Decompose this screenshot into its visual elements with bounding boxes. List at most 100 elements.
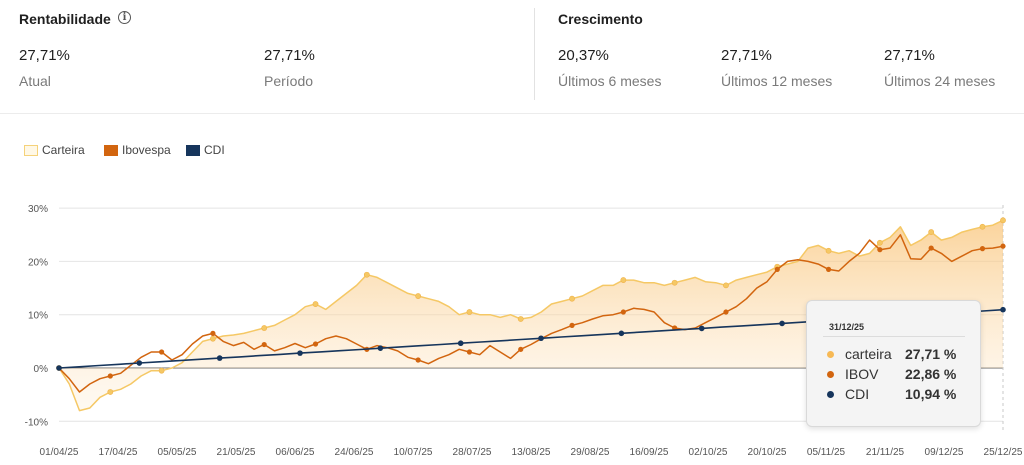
- x-tick-label: 21/05/25: [217, 447, 256, 458]
- data-point-carteira[interactable]: [928, 229, 935, 235]
- x-tick-label: 13/08/25: [512, 447, 551, 458]
- growth-24m-value: 27,71%: [884, 47, 935, 64]
- data-point-carteira[interactable]: [671, 279, 678, 286]
- tooltip-value-cdi: 10,94 %: [905, 386, 957, 402]
- data-point-cdi[interactable]: [779, 320, 785, 327]
- tooltip-dot-ibov: [827, 371, 834, 378]
- y-tick-label: 30%: [28, 204, 48, 215]
- data-point-carteira[interactable]: [210, 335, 216, 342]
- tooltip-name-carteira: carteira: [845, 346, 892, 362]
- data-point-ibovespa[interactable]: [620, 309, 626, 315]
- data-point-cdi[interactable]: [698, 325, 705, 332]
- data-point-ibovespa[interactable]: [466, 349, 473, 355]
- x-tick-label: 21/11/25: [866, 447, 905, 458]
- y-tick-label: 0%: [34, 364, 49, 375]
- data-point-carteira[interactable]: [825, 247, 832, 254]
- data-point-carteira[interactable]: [979, 223, 986, 230]
- data-point-carteira[interactable]: [723, 282, 729, 289]
- growth-6m-label: Últimos 6 meses: [558, 73, 662, 89]
- card-divider: [0, 113, 1024, 114]
- x-tick-label: 09/12/25: [925, 447, 964, 458]
- growth-24m-label: Últimos 24 meses: [884, 73, 996, 89]
- atual-value: 27,71%: [19, 47, 70, 64]
- data-point-ibovespa[interactable]: [261, 341, 267, 348]
- data-point-ibovespa[interactable]: [210, 330, 216, 336]
- data-point-ibovespa[interactable]: [569, 322, 575, 328]
- data-point-carteira[interactable]: [107, 389, 114, 395]
- data-point-ibovespa[interactable]: [877, 247, 883, 253]
- x-tick-label: 29/08/25: [571, 447, 610, 458]
- x-tick-label: 25/12/25: [984, 447, 1023, 458]
- chart-tooltip: 31/12/25 carteira 27,71 % IBOV 22,86 % C…: [806, 300, 981, 427]
- data-point-ibovespa[interactable]: [518, 346, 524, 352]
- tooltip-name-ibov: IBOV: [845, 366, 879, 382]
- data-point-ibovespa[interactable]: [159, 349, 165, 355]
- x-tick-label: 28/07/25: [453, 447, 492, 458]
- legend-label-cdi: CDI: [204, 143, 225, 157]
- data-point-ibovespa[interactable]: [825, 266, 832, 272]
- data-point-ibovespa[interactable]: [928, 245, 934, 251]
- data-point-carteira[interactable]: [1000, 217, 1006, 224]
- tooltip-name-cdi: CDI: [845, 386, 870, 402]
- atual-label: Atual: [19, 73, 51, 89]
- data-point-ibovespa[interactable]: [774, 266, 780, 272]
- data-point-ibovespa[interactable]: [1000, 243, 1006, 249]
- legend-label-carteira: Carteira: [42, 143, 85, 157]
- data-point-cdi[interactable]: [1000, 306, 1006, 313]
- data-point-ibovespa[interactable]: [312, 341, 319, 347]
- tooltip-dot-carteira: [827, 351, 834, 358]
- series-line-carteira: [58, 219, 1004, 412]
- growth-12m-label: Últimos 12 meses: [721, 73, 833, 89]
- y-tick-label: 20%: [28, 257, 48, 268]
- data-point-cdi[interactable]: [538, 335, 544, 342]
- data-point-carteira[interactable]: [876, 239, 883, 246]
- x-tick-label: 20/10/25: [748, 447, 787, 458]
- legend-swatch-ibovespa: [104, 145, 118, 156]
- x-tick-label: 24/06/25: [335, 447, 374, 458]
- tooltip-date: 31/12/25: [829, 322, 865, 332]
- tooltip-value-carteira: 27,71 %: [905, 346, 957, 362]
- series-line-ibovespa: [58, 234, 1004, 393]
- data-point-carteira[interactable]: [261, 325, 268, 331]
- periodo-value: 27,71%: [264, 47, 315, 64]
- data-point-cdi[interactable]: [618, 330, 625, 337]
- section-divider: [534, 8, 535, 100]
- y-tick-label: -10%: [25, 417, 48, 428]
- x-tick-label: 16/09/25: [630, 447, 669, 458]
- rentabilidade-title: Rentabilidade: [19, 11, 111, 27]
- data-point-ibovespa[interactable]: [415, 357, 421, 363]
- stats-panel: Rentabilidade i 27,71% Atual 27,71% Perí…: [0, 0, 1024, 112]
- data-point-carteira[interactable]: [517, 316, 524, 322]
- data-point-carteira[interactable]: [620, 277, 627, 283]
- data-point-cdi[interactable]: [457, 340, 464, 347]
- data-point-carteira[interactable]: [415, 293, 422, 299]
- data-point-carteira[interactable]: [158, 367, 165, 374]
- legend-label-ibovespa: Ibovespa: [122, 143, 171, 157]
- data-point-cdi[interactable]: [216, 355, 223, 361]
- data-point-cdi[interactable]: [136, 360, 143, 366]
- data-point-carteira[interactable]: [466, 309, 473, 315]
- data-point-carteira[interactable]: [363, 271, 370, 278]
- series-area-carteira: [59, 220, 1003, 411]
- x-tick-label: 02/10/25: [689, 447, 728, 458]
- periodo-label: Período: [264, 73, 314, 89]
- data-point-ibovespa[interactable]: [723, 309, 729, 315]
- data-point-carteira[interactable]: [312, 301, 319, 307]
- data-point-ibovespa[interactable]: [979, 246, 986, 252]
- tooltip-value-ibov: 22,86 %: [905, 366, 957, 382]
- data-point-ibovespa[interactable]: [107, 373, 113, 379]
- growth-12m-value: 27,71%: [721, 47, 772, 64]
- data-point-cdi[interactable]: [56, 365, 62, 371]
- x-tick-label: 17/04/25: [99, 447, 138, 458]
- legend-swatch-cdi: [186, 145, 200, 156]
- crescimento-title: Crescimento: [558, 11, 643, 27]
- x-tick-label: 01/04/25: [40, 447, 79, 458]
- info-icon[interactable]: i: [118, 11, 131, 24]
- x-tick-label: 06/06/25: [276, 447, 315, 458]
- data-point-cdi[interactable]: [297, 350, 303, 356]
- tooltip-separator: [823, 336, 965, 337]
- x-tick-label: 10/07/25: [394, 447, 433, 458]
- growth-6m-value: 20,37%: [558, 47, 609, 64]
- data-point-carteira[interactable]: [569, 295, 575, 302]
- data-point-cdi[interactable]: [377, 345, 384, 351]
